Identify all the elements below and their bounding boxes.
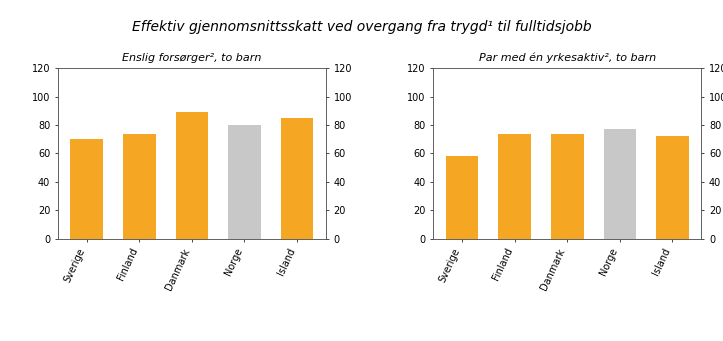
Bar [446, 156, 479, 239]
Title: Enslig forsørger², to barn: Enslig forsørger², to barn [122, 53, 262, 63]
Bar [604, 129, 636, 239]
Bar [656, 136, 689, 239]
Text: Effektiv gjennomsnittsskatt ved overgang fra trygd¹ til fulltidsjobb: Effektiv gjennomsnittsskatt ved overgang… [132, 20, 591, 34]
Bar [70, 139, 103, 239]
Bar [176, 112, 208, 239]
Bar [498, 134, 531, 239]
Bar [228, 125, 261, 239]
Bar [281, 118, 313, 239]
Bar [123, 134, 155, 239]
Title: Par med én yrkesaktiv², to barn: Par med én yrkesaktiv², to barn [479, 53, 656, 63]
Bar [551, 134, 583, 239]
